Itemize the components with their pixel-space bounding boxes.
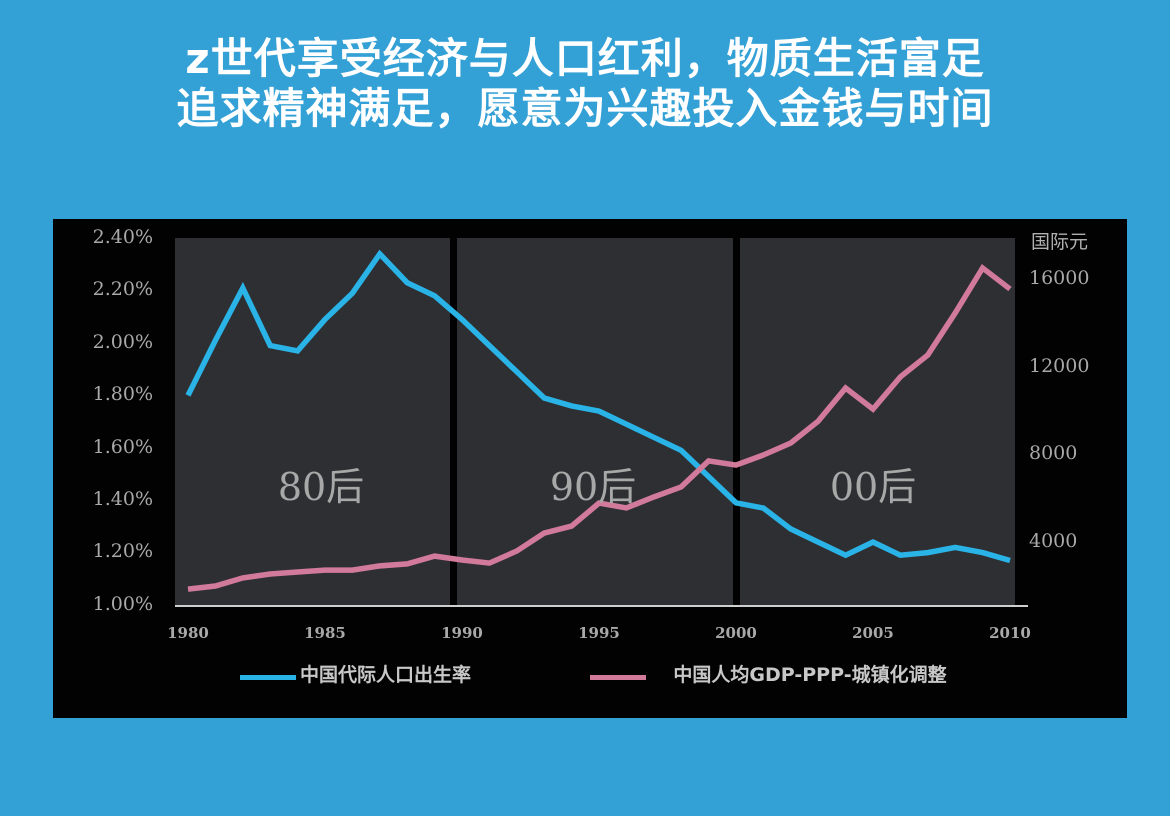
- title-line-1: z世代享受经济与人口红利，物质生活富足: [185, 34, 985, 83]
- page-title: z世代享受经济与人口红利，物质生活富足 追求精神满足，愿意为兴趣投入金钱与时间: [0, 34, 1170, 134]
- right-axis-tick: 4000: [1029, 529, 1078, 552]
- right-axis-tick: 16000: [1029, 267, 1090, 289]
- x-axis-tick: 1995: [578, 624, 620, 642]
- left-axis-tick: 1.60%: [92, 435, 153, 458]
- legend-item-birth-rate: 中国代际人口出生率: [240, 663, 471, 687]
- chart-container: 2.40% 2.20% 2.00% 1.80% 1.60% 1.40% 1.20% 1.00%…: [53, 219, 1127, 718]
- series-line-0: [185, 249, 1011, 564]
- legend-swatch-birth-rate: [240, 675, 296, 680]
- right-axis-tick: 8000: [1029, 442, 1078, 464]
- x-axis-tick: 1985: [304, 624, 346, 642]
- left-axis-tick: 1.40%: [92, 488, 153, 510]
- era-band-0: [175, 238, 450, 605]
- x-axis-tick: 1990: [441, 624, 483, 642]
- legend-swatch-gdp: [590, 675, 646, 680]
- series-line-1: [187, 263, 1012, 592]
- chart-plot: [175, 238, 1028, 607]
- era-label: 80后: [277, 465, 365, 509]
- x-axis-tick: 2000: [715, 624, 757, 642]
- era-label: 90后: [549, 465, 637, 509]
- x-axis-tick: 1980: [167, 624, 209, 642]
- right-axis-unit: 国际元: [1031, 231, 1089, 253]
- x-axis-tick: 2010: [989, 624, 1031, 642]
- era-band-1: [457, 238, 733, 605]
- legend-label-birth-rate: 中国代际人口出生率: [300, 664, 472, 686]
- title-line-2: 追求精神满足，愿意为兴趣投入金钱与时间: [176, 84, 994, 133]
- legend-label-gdp: 中国人均GDP-PPP-城镇化调整: [673, 664, 947, 686]
- left-axis-tick: 2.20%: [92, 278, 153, 301]
- x-axis-tick: 2005: [852, 624, 894, 642]
- right-axis-tick: 12000: [1029, 354, 1090, 377]
- left-axis-tick: 2.40%: [92, 226, 153, 248]
- left-axis-tick: 2.00%: [92, 330, 153, 353]
- legend-item-gdp: 中国人均GDP-PPP-城镇化调整: [590, 663, 960, 687]
- left-axis-tick: 1.20%: [92, 540, 153, 563]
- chart-legend: 中国代际人口出生率 中国人均GDP-PPP-城镇化调整: [53, 663, 1127, 713]
- left-axis-tick: 1.00%: [92, 592, 153, 615]
- left-axis-tick: 1.80%: [92, 383, 153, 406]
- era-label: 00后: [829, 465, 917, 509]
